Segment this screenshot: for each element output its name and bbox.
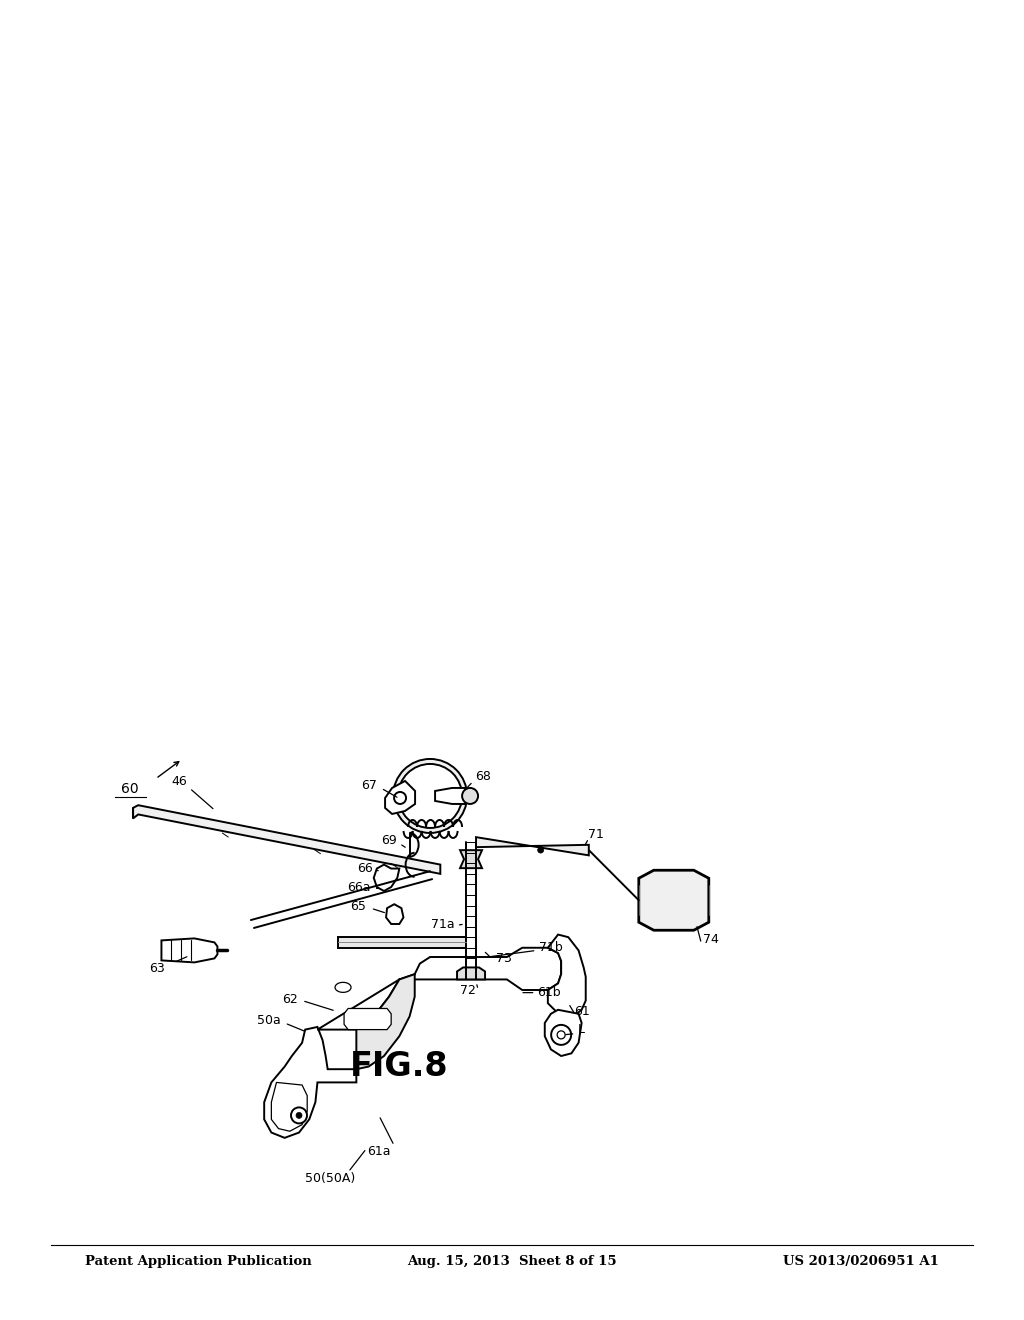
Circle shape (296, 1113, 302, 1118)
Text: Aug. 15, 2013  Sheet 8 of 15: Aug. 15, 2013 Sheet 8 of 15 (408, 1255, 616, 1267)
Polygon shape (374, 865, 399, 891)
Polygon shape (264, 1027, 356, 1138)
Text: Patent Application Publication: Patent Application Publication (85, 1255, 311, 1267)
Text: 65: 65 (350, 900, 367, 913)
Circle shape (538, 847, 544, 853)
Text: 74: 74 (702, 933, 719, 946)
Circle shape (394, 792, 407, 804)
Text: 71b: 71b (539, 941, 563, 954)
Polygon shape (545, 1010, 582, 1056)
Polygon shape (162, 939, 217, 962)
Polygon shape (344, 1008, 391, 1030)
Polygon shape (460, 850, 482, 869)
Circle shape (291, 1107, 307, 1123)
Circle shape (393, 759, 467, 833)
Polygon shape (476, 837, 589, 855)
Text: 68: 68 (475, 770, 492, 783)
Text: 69: 69 (381, 834, 397, 847)
Polygon shape (457, 968, 485, 979)
Text: 46: 46 (171, 775, 187, 788)
Text: 62: 62 (282, 993, 298, 1006)
Polygon shape (386, 904, 403, 924)
Text: 50a: 50a (257, 1014, 282, 1027)
Circle shape (551, 1024, 571, 1045)
Text: 63: 63 (148, 962, 165, 975)
Text: 61a: 61a (368, 1144, 390, 1158)
Text: 66a: 66a (347, 880, 370, 894)
Polygon shape (548, 935, 586, 1016)
Polygon shape (271, 1082, 307, 1131)
Circle shape (462, 788, 478, 804)
Polygon shape (317, 948, 561, 1030)
Text: 73: 73 (496, 952, 512, 965)
Text: L: L (579, 1023, 585, 1036)
Text: 61: 61 (573, 1005, 590, 1018)
Text: 61b: 61b (537, 986, 561, 999)
Polygon shape (133, 805, 440, 874)
Polygon shape (338, 937, 466, 948)
Polygon shape (356, 974, 415, 1069)
Polygon shape (639, 870, 709, 931)
Text: 60: 60 (121, 783, 139, 796)
Text: FIG.8: FIG.8 (350, 1051, 449, 1082)
Text: 50(50A): 50(50A) (304, 1172, 355, 1185)
Polygon shape (435, 788, 468, 804)
Text: US 2013/0206951 A1: US 2013/0206951 A1 (783, 1255, 939, 1267)
Text: 66: 66 (356, 862, 373, 875)
Circle shape (398, 764, 462, 828)
Polygon shape (385, 781, 415, 814)
Text: 72: 72 (460, 983, 476, 997)
Text: 71: 71 (588, 828, 604, 841)
Text: 71a: 71a (430, 917, 455, 931)
Text: 67: 67 (360, 779, 377, 792)
Circle shape (557, 1031, 565, 1039)
